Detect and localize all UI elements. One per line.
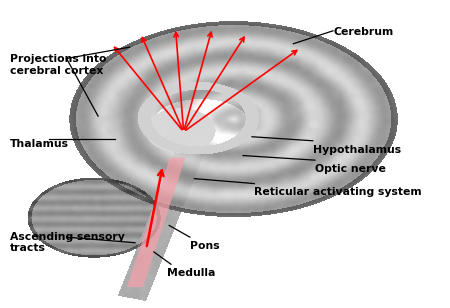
Text: Medulla: Medulla — [167, 268, 216, 278]
Text: Projections into
cerebral cortex: Projections into cerebral cortex — [10, 54, 106, 75]
Text: Optic nerve: Optic nerve — [315, 164, 386, 174]
Text: Ascending sensory
tracts: Ascending sensory tracts — [10, 232, 125, 253]
Text: Reticular activating system: Reticular activating system — [254, 187, 422, 197]
Text: Cerebrum: Cerebrum — [333, 27, 393, 37]
Text: Hypothalamus: Hypothalamus — [313, 145, 401, 155]
Text: Pons: Pons — [190, 241, 220, 251]
Polygon shape — [127, 158, 185, 287]
Text: Thalamus: Thalamus — [10, 139, 69, 149]
